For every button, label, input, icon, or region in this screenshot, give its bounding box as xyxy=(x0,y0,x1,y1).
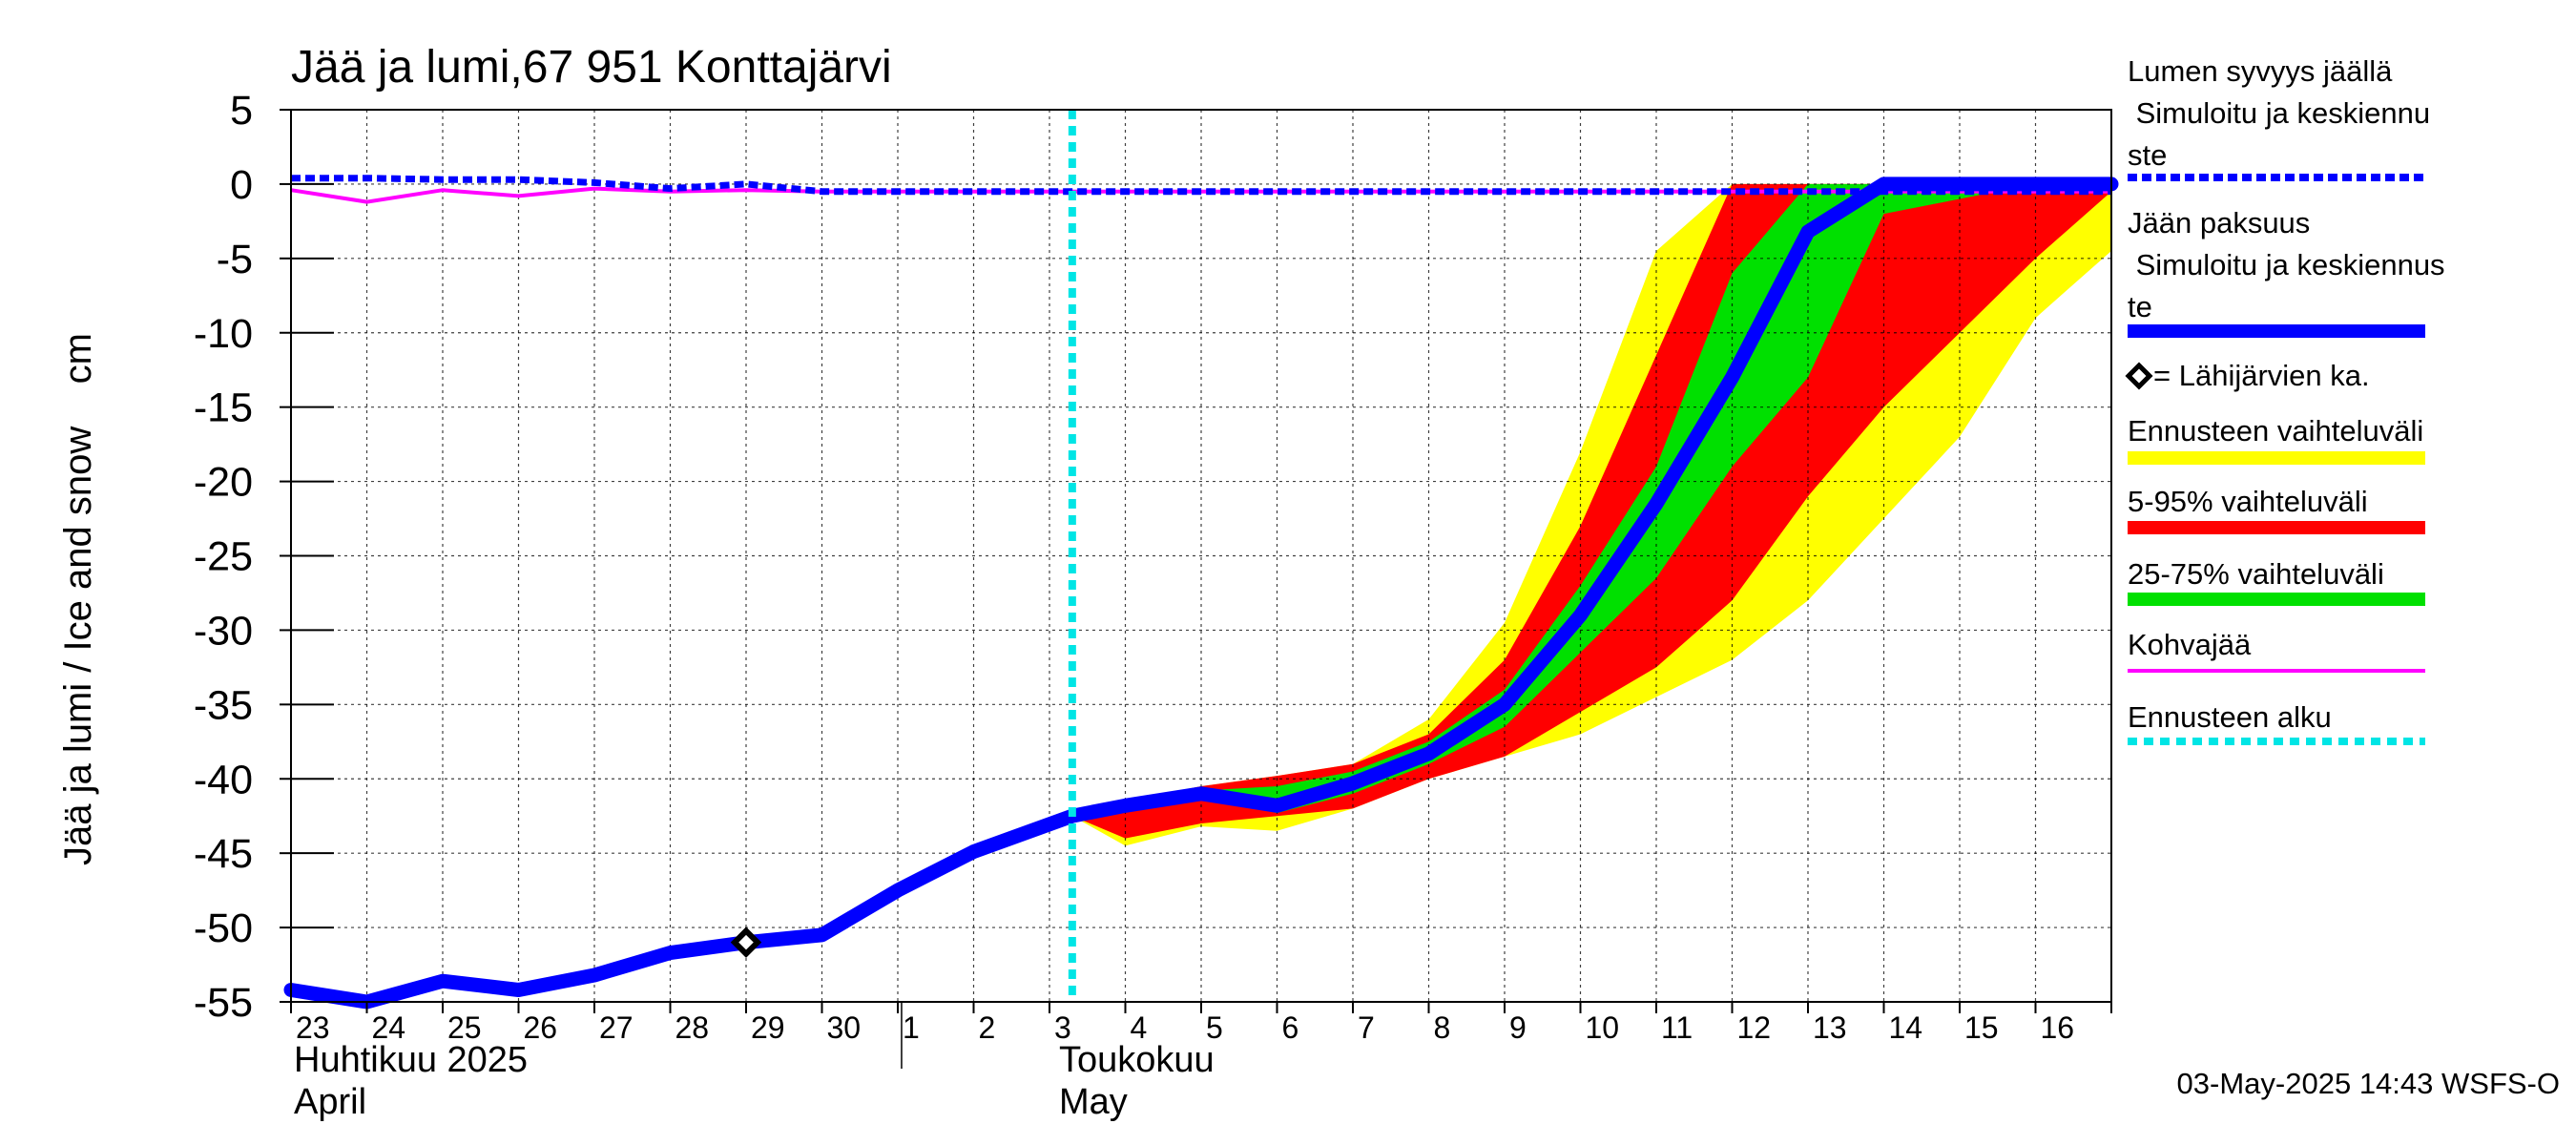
x-tick-label: 28 xyxy=(675,1010,710,1045)
forecast-bands xyxy=(1071,183,2111,846)
x-tick-label: 5 xyxy=(1206,1010,1223,1045)
legend-label: = Lähijärvien ka. xyxy=(2153,359,2370,392)
x-tick-label: 23 xyxy=(296,1010,330,1045)
legend-item: 25-75% vaihteluväli xyxy=(2128,557,2425,606)
y-tick-label: -55 xyxy=(194,980,253,1026)
x-tick-label: 25 xyxy=(447,1010,482,1045)
y-tick-label: -50 xyxy=(194,906,253,951)
x-tick-label: 11 xyxy=(1661,1010,1693,1045)
y-tick-label: 0 xyxy=(230,162,253,208)
y-tick-label: -20 xyxy=(194,460,253,506)
legend-label-line: Simuloitu ja keskiennu xyxy=(2128,96,2430,130)
y-axis-label: Jää ja lumi / Ice and snow cm xyxy=(57,333,99,865)
x-tick-label: 4 xyxy=(1131,1010,1148,1045)
x-tick-label: 14 xyxy=(1889,1010,1923,1045)
legend-item: Ennusteen alku xyxy=(2128,700,2425,745)
series xyxy=(283,110,2119,1010)
x-tick-label: 27 xyxy=(599,1010,634,1045)
legend-label-line: Jään paksuus xyxy=(2128,206,2310,239)
legend-label: Kohvajää xyxy=(2128,628,2252,661)
month-label-en: April xyxy=(294,1082,366,1122)
legend-label: Ennusteen vaihteluväli xyxy=(2128,414,2423,448)
y-tick-label: -45 xyxy=(194,831,253,877)
legend-item: = Lähijärvien ka. xyxy=(2125,359,2370,392)
legend-label: 25-75% vaihteluväli xyxy=(2128,557,2384,591)
legend-label-line: Kohvajää xyxy=(2128,628,2252,661)
legend-label: Jään paksuus Simuloitu ja keskiennus te xyxy=(2128,206,2445,323)
y-tick-label: -30 xyxy=(194,608,253,654)
chart-title: Jää ja lumi,67 951 Konttajärvi xyxy=(291,42,892,93)
x-tick-label: 24 xyxy=(372,1010,406,1045)
y-tick-label: -40 xyxy=(194,757,253,802)
y-tick-label: 5 xyxy=(230,88,253,134)
x-tick-label: 2 xyxy=(979,1010,996,1045)
legend-label-line: 25-75% vaihteluväli xyxy=(2128,557,2384,591)
legend-label-line: ste xyxy=(2128,138,2167,172)
y-tick-label: -5 xyxy=(217,237,253,282)
lake-average-marker xyxy=(730,926,762,958)
legend-label-line: 5-95% vaihteluväli xyxy=(2128,485,2368,518)
x-tick-label: 9 xyxy=(1509,1010,1527,1045)
x-tick-label: 30 xyxy=(827,1010,862,1045)
legend-label-line: Simuloitu ja keskiennus xyxy=(2128,248,2445,281)
x-tick-label: 7 xyxy=(1358,1010,1375,1045)
legend-label-line: te xyxy=(2128,290,2152,323)
snow-depth-line xyxy=(291,175,2111,196)
legend: Lumen syvyys jäällä Simuloitu ja keskien… xyxy=(2125,54,2445,745)
legend-item: Lumen syvyys jäällä Simuloitu ja keskien… xyxy=(2128,54,2430,181)
y-tick-label: -25 xyxy=(194,534,253,580)
x-tick-label: 12 xyxy=(1737,1010,1772,1045)
x-tick-label: 1 xyxy=(903,1010,920,1045)
month-label-fi: Toukokuu xyxy=(1059,1040,1215,1080)
grid xyxy=(291,110,2111,1002)
legend-label-line: Ennusteen vaihteluväli xyxy=(2128,414,2423,448)
x-tick-label: 15 xyxy=(1964,1010,1999,1045)
band-5-95 xyxy=(1071,183,2111,839)
x-tick-label: 16 xyxy=(2041,1010,2075,1045)
legend-label: 5-95% vaihteluväli xyxy=(2128,485,2368,518)
y-tick-label: -15 xyxy=(194,385,253,431)
x-tick-label: 13 xyxy=(1813,1010,1847,1045)
month-label-fi: Huhtikuu 2025 xyxy=(294,1040,528,1080)
x-tick-label: 26 xyxy=(524,1010,558,1045)
x-tick-label: 10 xyxy=(1586,1010,1620,1045)
legend-label-line: Lumen syvyys jäällä xyxy=(2128,54,2393,88)
y-tick-label: -35 xyxy=(194,682,253,728)
month-label-en: May xyxy=(1059,1082,1128,1122)
x-tick-label: 6 xyxy=(1282,1010,1299,1045)
legend-label-line: Ennusteen alku xyxy=(2128,700,2332,734)
timestamp: 03-May-2025 14:43 WSFS-O xyxy=(2177,1067,2560,1100)
x-tick-label: 29 xyxy=(751,1010,785,1045)
legend-item: Jään paksuus Simuloitu ja keskiennus te xyxy=(2128,206,2445,338)
y-tick-label: -10 xyxy=(194,311,253,357)
legend-item: 5-95% vaihteluväli xyxy=(2128,485,2425,534)
legend-diamond xyxy=(2125,362,2153,390)
legend-item: Kohvajää xyxy=(2128,628,2425,673)
axes xyxy=(280,109,2112,1069)
legend-label: Lumen syvyys jäällä Simuloitu ja keskien… xyxy=(2128,54,2430,172)
legend-label: Ennusteen alku xyxy=(2128,700,2332,734)
x-tick-label: 3 xyxy=(1054,1010,1071,1045)
x-tick-label: 8 xyxy=(1434,1010,1451,1045)
legend-item: Ennusteen vaihteluväli xyxy=(2128,414,2425,465)
ice-thickness-line xyxy=(283,177,2119,1010)
